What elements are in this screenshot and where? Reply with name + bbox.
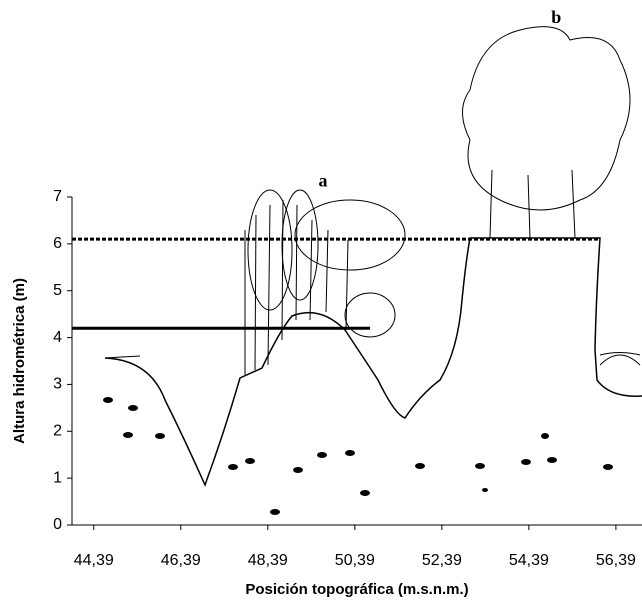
y-tick-label: 5 <box>53 282 62 299</box>
x-tick-label: 50,39 <box>335 552 375 569</box>
x-tick-label: 44,39 <box>74 552 114 569</box>
y-tick-label: 3 <box>53 376 62 393</box>
x-tick-label: 54,39 <box>509 552 549 569</box>
x-tick-label: 48,39 <box>248 552 288 569</box>
y-axis-title: Altura hidrométrica (m) <box>11 278 28 444</box>
annotation: b <box>551 7 561 27</box>
y-tick-label: 6 <box>53 235 62 252</box>
annotation: a <box>319 171 328 191</box>
y-tick-label: 0 <box>53 516 62 533</box>
y-tick-label: 1 <box>53 469 62 486</box>
y-tick-label: 2 <box>53 423 62 440</box>
terrain-illustration <box>103 26 642 515</box>
x-tick-label: 56,39 <box>596 552 636 569</box>
x-tick-label: 52,39 <box>422 552 462 569</box>
x-axis-title: Posición topográfica (m.s.n.m.) <box>245 581 468 598</box>
y-tick-label: 4 <box>53 329 62 346</box>
x-tick-label: 46,39 <box>161 552 201 569</box>
y-tick-label: 7 <box>53 188 62 205</box>
